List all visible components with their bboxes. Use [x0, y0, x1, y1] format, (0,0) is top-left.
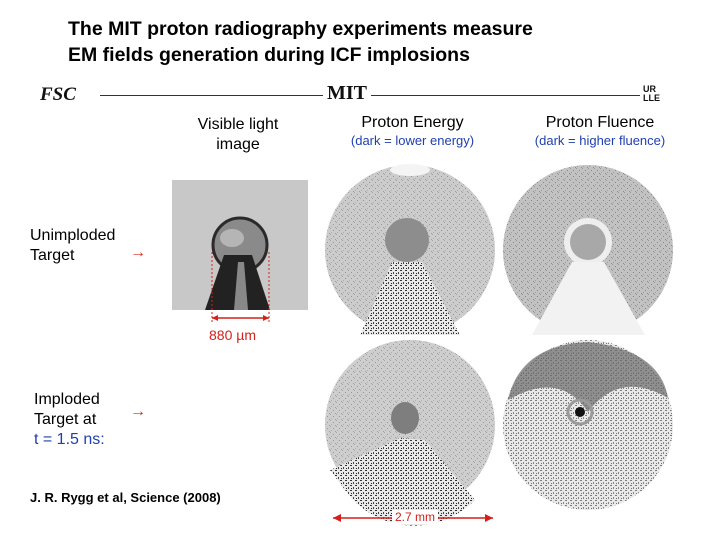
visible-scale-bar — [211, 252, 270, 322]
proton-fluence-heading: Proton Fluence (dark = higher fluence) — [500, 113, 700, 149]
fluence-imploded-image — [503, 340, 673, 510]
proton-fluence-subtitle: (dark = higher fluence) — [534, 133, 666, 148]
proton-energy-heading: Proton Energy (dark = lower energy) — [325, 113, 500, 149]
visible-light-heading: Visible light image — [197, 116, 279, 153]
urlle-logo: UR LLE — [643, 84, 660, 103]
unimploded-arrow-icon: → — [130, 244, 146, 261]
visible-scale-label: 880 µm — [209, 327, 256, 343]
citation: J. R. Rygg et al, Science (2008) — [30, 490, 221, 505]
visible-light-image — [172, 180, 308, 310]
mit-logo: MIT — [323, 82, 371, 105]
page-title: The MIT proton radiography experiments m… — [68, 16, 708, 68]
energy-unimploded-image — [325, 164, 495, 335]
title-line-2: EM fields generation during ICF implosio… — [68, 44, 470, 66]
title-line-1: The MIT proton radiography experiments m… — [68, 18, 533, 40]
fluence-unimploded-image — [503, 165, 673, 335]
imploded-label: Imploded Target at t = 1.5 ns: — [34, 391, 105, 448]
proton-energy-subtitle: (dark = lower energy) — [350, 133, 475, 148]
energy-imploded-image — [325, 340, 495, 526]
fsc-logo: FSC — [40, 84, 76, 105]
proton-energy-title: Proton Energy — [361, 114, 464, 131]
imploded-arrow-icon: → — [130, 403, 146, 420]
proton-fluence-title: Proton Fluence — [545, 114, 655, 131]
unimploded-label: Unimploded Target — [30, 227, 116, 264]
panels-scale-label: 2.7 mm — [392, 510, 439, 524]
